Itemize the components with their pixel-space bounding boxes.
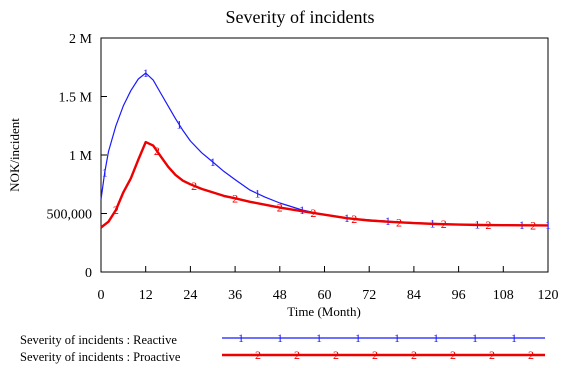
series-marker-2: 2: [485, 218, 491, 232]
series-line-2: [100, 140, 549, 229]
x-tick-label: 24: [183, 288, 197, 303]
y-axis-ticks: 0 500,000 1 M 1.5 M 2 M: [47, 32, 107, 281]
plot-frame: [100, 37, 549, 273]
y-tick-label: 2 M: [69, 32, 93, 47]
legend-marker-1: 1: [433, 331, 439, 345]
series-marker-1: 1: [102, 166, 108, 180]
legend-marker-2: 2: [489, 348, 495, 362]
legend-marker-2: 2: [255, 348, 261, 362]
legend-marker-2: 2: [411, 348, 417, 362]
series-marker-2: 2: [351, 212, 357, 226]
legend-marker-1: 1: [511, 331, 517, 345]
y-tick-label: 1.5 M: [59, 91, 93, 106]
x-tick-label: 48: [273, 288, 287, 303]
y-tick-label: 500,000: [47, 208, 93, 223]
y-axis-label: NOK/incident: [7, 118, 22, 192]
x-axis-ticks: 0 12 24 36 48 60 72 84 96 108 120: [98, 266, 559, 303]
series-marker-2: 2: [441, 217, 447, 231]
series-marker-1: 1: [210, 155, 216, 169]
series-marker-2: 2: [232, 191, 238, 205]
chart-title: Severity of incidents: [226, 7, 375, 27]
x-tick-label: 96: [452, 288, 466, 303]
series-marker-1: 1: [254, 187, 260, 201]
y-tick-label: 1 M: [69, 149, 93, 164]
legend-entry-proactive-label: Severity of incidents : Proactive: [20, 350, 181, 364]
legend-marker-1: 1: [316, 331, 322, 345]
x-tick-label: 108: [493, 288, 514, 303]
x-tick-label: 12: [139, 288, 153, 303]
series-marker-2: 2: [277, 201, 283, 215]
legend-marker-1: 1: [472, 331, 478, 345]
x-tick-label: 0: [98, 288, 105, 303]
x-axis-label: Time (Month): [287, 304, 361, 319]
series-line-1: [100, 72, 549, 226]
x-tick-label: 84: [407, 288, 421, 303]
legend-marker-2: 2: [333, 348, 339, 362]
legend-entry-reactive-label: Severity of incidents : Reactive: [20, 333, 177, 347]
series-marker-1: 1: [176, 118, 182, 132]
x-tick-label: 60: [318, 288, 332, 303]
x-tick-label: 72: [362, 288, 376, 303]
series-marker-2: 2: [154, 144, 160, 158]
legend-marker-1: 1: [238, 331, 244, 345]
legend-marker-2: 2: [450, 348, 456, 362]
series-marker-2: 2: [113, 203, 119, 217]
legend-marker-1: 1: [277, 331, 283, 345]
legend-marker-2: 2: [294, 348, 300, 362]
series-marker-2: 2: [530, 218, 536, 232]
x-tick-label: 36: [228, 288, 242, 303]
series-marker-2: 2: [191, 179, 197, 193]
x-tick-label: 120: [538, 288, 559, 303]
series-marker-2: 2: [396, 215, 402, 229]
series-marker-1: 1: [143, 66, 149, 80]
series-marker-2: 2: [310, 206, 316, 220]
legend-marker-1: 1: [394, 331, 400, 345]
legend: Severity of incidents : Reactive Severit…: [20, 331, 545, 364]
legend-marker-2: 2: [372, 348, 378, 362]
series-marker-1: 1: [299, 203, 305, 217]
y-tick-label: 0: [85, 266, 92, 281]
legend-marker-1: 1: [355, 331, 361, 345]
legend-marker-2: 2: [528, 348, 534, 362]
